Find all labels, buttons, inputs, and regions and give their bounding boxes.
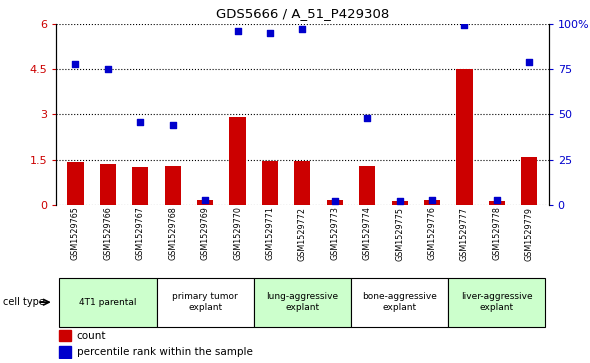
Point <box>362 115 372 121</box>
Bar <box>254 278 351 327</box>
Text: GSM1529769: GSM1529769 <box>201 207 209 260</box>
Text: GSM1529778: GSM1529778 <box>492 207 502 260</box>
Bar <box>262 160 278 205</box>
Bar <box>456 69 473 205</box>
Bar <box>59 346 71 358</box>
Bar <box>100 164 116 205</box>
Title: GDS5666 / A_51_P429308: GDS5666 / A_51_P429308 <box>216 7 389 20</box>
Bar <box>392 201 408 205</box>
Bar <box>132 167 149 205</box>
Text: GSM1529767: GSM1529767 <box>136 207 145 260</box>
Text: GSM1529773: GSM1529773 <box>330 207 339 260</box>
Text: GSM1529774: GSM1529774 <box>363 207 372 260</box>
Bar <box>351 278 448 327</box>
Bar <box>359 166 375 205</box>
Text: cell type: cell type <box>3 297 45 307</box>
Point <box>266 30 275 36</box>
Bar <box>59 278 156 327</box>
Text: percentile rank within the sample: percentile rank within the sample <box>77 347 253 357</box>
Text: GSM1529776: GSM1529776 <box>428 207 437 260</box>
Text: 4T1 parental: 4T1 parental <box>79 298 137 307</box>
Bar <box>489 201 505 205</box>
Bar <box>156 278 254 327</box>
Bar <box>67 162 84 205</box>
Bar <box>327 200 343 205</box>
Point <box>427 197 437 203</box>
Bar <box>448 278 546 327</box>
Point <box>201 197 210 203</box>
Text: liver-aggressive
explant: liver-aggressive explant <box>461 293 533 312</box>
Point <box>297 26 307 32</box>
Bar <box>230 117 245 205</box>
Point <box>233 28 242 34</box>
Bar <box>521 157 537 205</box>
Bar <box>59 330 71 341</box>
Point <box>492 197 502 203</box>
Point <box>460 23 469 28</box>
Text: GSM1529765: GSM1529765 <box>71 207 80 260</box>
Text: lung-aggressive
explant: lung-aggressive explant <box>266 293 339 312</box>
Bar <box>197 200 213 205</box>
Text: primary tumor
explant: primary tumor explant <box>172 293 238 312</box>
Point <box>330 199 339 204</box>
Text: GSM1529766: GSM1529766 <box>103 207 113 260</box>
Text: GSM1529771: GSM1529771 <box>266 207 274 260</box>
Text: bone-aggressive
explant: bone-aggressive explant <box>362 293 437 312</box>
Point <box>103 66 113 72</box>
Text: GSM1529768: GSM1529768 <box>168 207 177 260</box>
Bar <box>165 166 181 205</box>
Point <box>525 59 534 65</box>
Text: GSM1529779: GSM1529779 <box>525 207 534 261</box>
Bar <box>294 160 310 205</box>
Point <box>71 61 80 66</box>
Point <box>395 199 404 204</box>
Text: GSM1529777: GSM1529777 <box>460 207 469 261</box>
Point <box>136 119 145 125</box>
Text: count: count <box>77 331 106 341</box>
Text: GSM1529770: GSM1529770 <box>233 207 242 260</box>
Bar <box>424 200 440 205</box>
Text: GSM1529775: GSM1529775 <box>395 207 404 261</box>
Point <box>168 122 178 128</box>
Text: GSM1529772: GSM1529772 <box>298 207 307 261</box>
